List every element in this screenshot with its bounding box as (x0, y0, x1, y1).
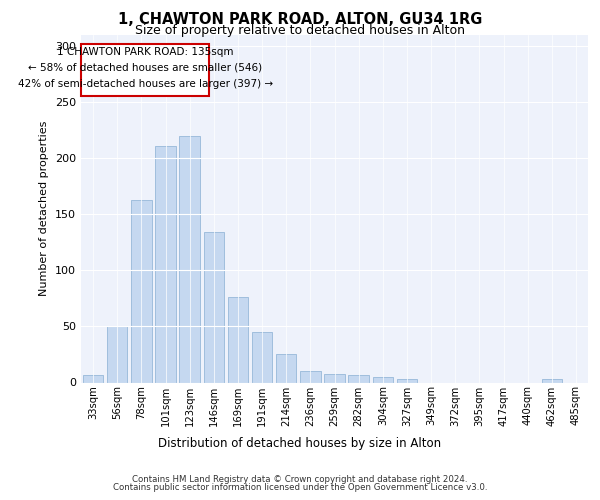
Bar (203, 232, 224, 382)
Text: 1 CHAWTON PARK ROAD: 135sqm: 1 CHAWTON PARK ROAD: 135sqm (57, 48, 233, 58)
Bar (542, 379, 562, 382)
Bar (373, 377, 393, 382)
Bar (227, 298, 248, 382)
Text: Contains HM Land Registry data © Crown copyright and database right 2024.: Contains HM Land Registry data © Crown c… (132, 475, 468, 484)
Text: ← 58% of detached houses are smaller (546): ← 58% of detached houses are smaller (54… (28, 63, 262, 73)
Text: 1, CHAWTON PARK ROAD, ALTON, GU34 1RG: 1, CHAWTON PARK ROAD, ALTON, GU34 1RG (118, 12, 482, 26)
Text: Contains public sector information licensed under the Open Government Licence v3: Contains public sector information licen… (113, 484, 487, 492)
Bar (155, 146, 176, 382)
Bar (397, 379, 417, 382)
FancyBboxPatch shape (82, 44, 209, 96)
Bar (179, 136, 200, 382)
Bar (324, 374, 345, 382)
Text: Size of property relative to detached houses in Alton: Size of property relative to detached ho… (135, 24, 465, 37)
Bar (252, 332, 272, 382)
Text: Distribution of detached houses by size in Alton: Distribution of detached houses by size … (158, 437, 442, 450)
Bar (349, 374, 369, 382)
Text: 42% of semi-detached houses are larger (397) →: 42% of semi-detached houses are larger (… (17, 78, 273, 88)
Y-axis label: Number of detached properties: Number of detached properties (40, 121, 49, 296)
Bar (83, 374, 103, 382)
Bar (276, 354, 296, 382)
Bar (300, 372, 320, 382)
Bar (131, 200, 152, 382)
Bar (107, 326, 127, 382)
